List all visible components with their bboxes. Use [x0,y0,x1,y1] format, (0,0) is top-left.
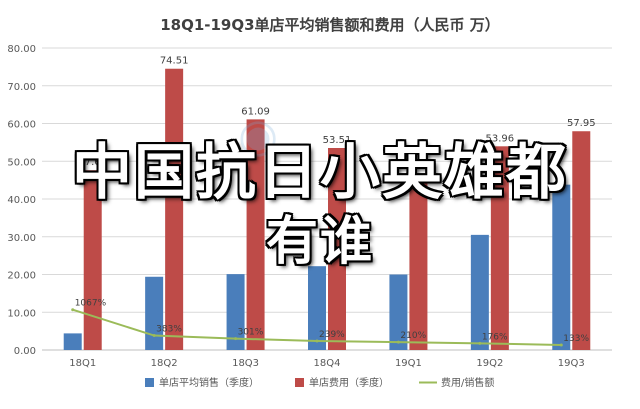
bar [572,131,591,350]
bar [63,333,82,350]
bar [246,119,265,350]
line-value-label: 239% [319,330,345,340]
x-tick-label: 18Q3 [232,358,259,369]
line-value-label: 176% [482,332,508,342]
line-value-label: 383% [156,325,182,335]
y-tick-label: 30.00 [7,233,36,244]
line-point [559,343,563,347]
legend-label: 单店平均销售（季度） [159,376,259,389]
bar [226,274,245,350]
line-value-label: 210% [400,331,426,341]
legend: 单店平均销售（季度） 单店费用（季度） 费用/销售额 [145,376,494,389]
y-tick-label: 40.00 [7,195,36,206]
line-series [71,308,563,347]
y-axis-ticks: 0.00 10.00 20.00 30.00 40.00 50.00 60.00 70.00 8… [7,44,36,357]
x-tick-label: 19Q3 [558,358,585,369]
bar [328,147,346,350]
y-tick-label: 70.00 [7,82,36,93]
line-point [315,339,319,343]
legend-swatch [145,378,154,387]
bar-value-label: 53.51 [323,135,352,146]
bar [83,170,102,350]
legend-swatch [295,378,304,387]
line-value-label: 301% [238,328,264,338]
bar [409,176,428,350]
bar-value-label: 53.96 [486,133,515,144]
line-point [71,308,75,312]
y-tick-label: 50.00 [7,157,36,168]
legend-label: 费用/销售额 [441,376,494,389]
x-axis-ticks: 18Q1 18Q2 18Q3 18Q4 19Q1 19Q2 19Q3 [69,358,585,369]
bar [165,68,184,351]
bar [552,184,571,350]
line-point [396,340,400,344]
x-tick-label: 19Q2 [476,358,503,369]
y-tick-label: 10.00 [7,308,36,319]
line-value-label: 133% [563,334,589,344]
bar [389,274,408,350]
line-point [152,334,156,338]
line-value-label: 1067% [75,299,107,309]
data-labels: 47.63 74.51 61.09 53.51 53.96 57.95 1067% 383% 3… [75,56,596,344]
bar-value-label: 74.51 [160,56,189,67]
bar [490,146,509,350]
chart-title: 18Q1-19Q3单店平均销售额和费用（人民币 万） [160,16,500,34]
bar [308,266,326,350]
y-tick-label: 0.00 [14,346,36,357]
x-tick-label: 19Q1 [395,358,422,369]
bar [145,276,164,350]
legend-label: 单店费用（季度） [309,376,389,389]
bar-value-label: 57.95 [567,118,596,129]
y-tick-label: 60.00 [7,120,36,131]
bar [470,234,489,350]
bar-value-label: 61.09 [241,106,270,117]
bars [63,68,591,351]
bar-value-label: 47.63 [78,157,107,168]
x-tick-label: 18Q1 [69,358,96,369]
y-tick-label: 80.00 [7,44,36,55]
x-tick-label: 18Q2 [151,358,178,369]
line-point [478,341,482,345]
x-tick-label: 18Q4 [314,358,341,369]
grid-lines [42,47,612,351]
y-tick-label: 20.00 [7,271,36,282]
line-point [234,337,238,341]
